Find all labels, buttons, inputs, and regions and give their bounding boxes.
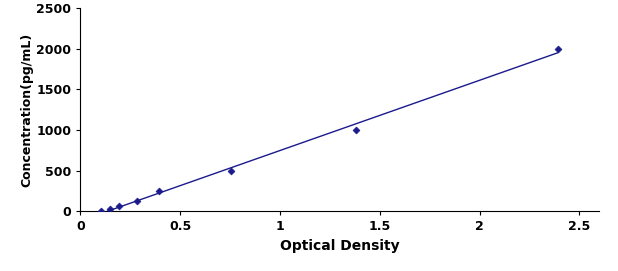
X-axis label: Optical Density: Optical Density	[280, 239, 400, 253]
Y-axis label: Concentration(pg/mL): Concentration(pg/mL)	[20, 33, 33, 187]
